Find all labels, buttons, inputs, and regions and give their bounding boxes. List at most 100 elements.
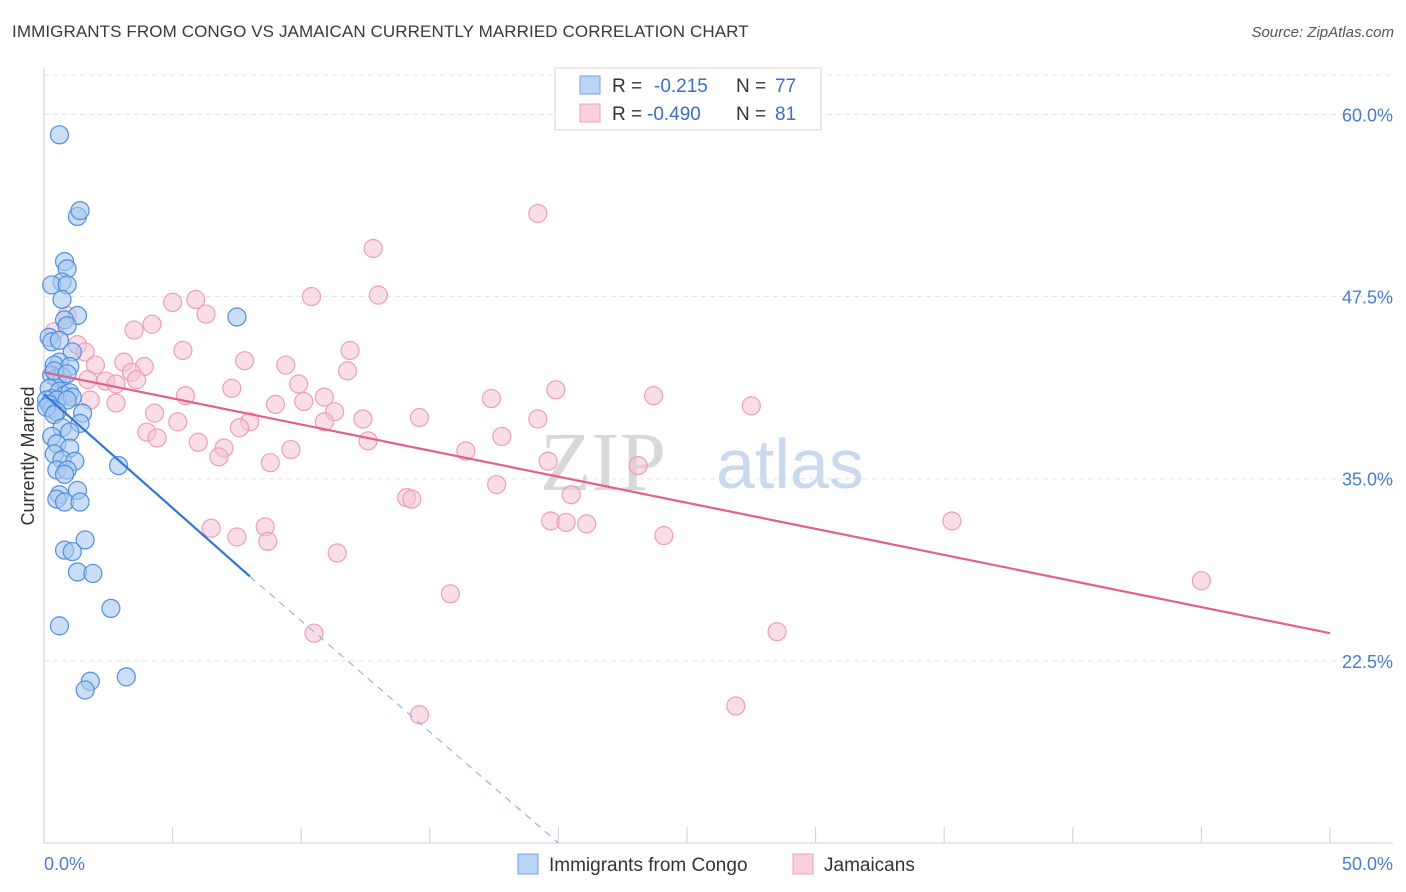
congo-trend-extension <box>249 575 559 844</box>
congo-point <box>54 464 75 484</box>
jamaicans-point <box>301 286 322 307</box>
jamaicans-point <box>358 431 378 451</box>
congo-point <box>70 201 90 221</box>
legend-swatch-congo <box>579 75 601 95</box>
jamaicans-point <box>337 361 358 381</box>
bottom-legend-swatch-congo <box>517 853 539 875</box>
jamaicans-point <box>144 403 165 423</box>
legend-r-label-congo: R = <box>612 76 642 97</box>
jamaicans-point <box>276 355 296 375</box>
jamaicans-trend-line <box>43 371 1331 635</box>
jamaicans-point <box>353 409 373 429</box>
congo-point <box>116 667 136 687</box>
jamaicans-point <box>106 374 126 394</box>
jamaicans-point <box>126 370 147 390</box>
jamaicans-point <box>942 511 962 531</box>
jamaicans-point <box>227 527 247 547</box>
jamaicans-point <box>726 696 746 716</box>
jamaicans-point <box>363 238 383 259</box>
jamaicans-point <box>402 489 422 509</box>
jamaicans-point <box>258 531 278 551</box>
jamaicans-point <box>528 409 548 429</box>
jamaicans-point <box>222 378 242 398</box>
jamaicans-point <box>556 512 576 533</box>
congo-point <box>101 598 121 619</box>
congo-trend-line <box>43 393 251 578</box>
jamaicans-point <box>409 407 430 428</box>
trend-lines <box>43 371 1331 844</box>
legend-n-value-jamaicans: 81 <box>775 104 796 125</box>
jamaicans-point <box>456 441 476 461</box>
jamaicans-point <box>196 304 216 324</box>
legend-box: R = -0.215 N = 77 R = -0.490 N = 81 <box>554 67 822 131</box>
jamaicans-point <box>229 418 250 438</box>
congo-point <box>75 530 95 550</box>
jamaicans-point <box>327 543 347 563</box>
jamaicans-point <box>289 374 309 394</box>
jamaicans-point <box>643 386 664 406</box>
y-axis-title: Currently Married <box>18 386 38 525</box>
legend-r-value-congo: -0.215 <box>654 76 708 97</box>
bottom-legend: Immigrants from Congo Jamaicans <box>517 853 915 876</box>
jamaicans-point <box>528 203 548 224</box>
jamaicans-point <box>168 412 188 432</box>
jamaicans-point <box>173 340 193 361</box>
y-tick-label: 47.5% <box>1342 288 1393 308</box>
jamaicans-point <box>481 388 502 409</box>
jamaicans-point <box>281 439 301 460</box>
congo-point <box>70 492 90 512</box>
watermark: ZIP atlas <box>540 416 864 509</box>
x-tick-max: 50.0% <box>1342 854 1393 874</box>
jamaicans-point <box>314 412 334 432</box>
congo-point <box>75 680 95 700</box>
legend-r-label-jamaicans: R = <box>612 104 642 125</box>
jamaicans-point <box>147 428 167 448</box>
chart-title: IMMIGRANTS FROM CONGO VS JAMAICAN CURREN… <box>12 22 749 41</box>
jamaicans-point <box>741 396 761 416</box>
y-tick-label: 22.5% <box>1342 652 1393 672</box>
congo-points <box>36 125 247 700</box>
jamaicans-point <box>440 584 460 604</box>
x-tick-min: 0.0% <box>44 854 85 874</box>
jamaicans-point <box>304 623 324 643</box>
y-tick-label: 60.0% <box>1342 105 1393 125</box>
legend-n-value-congo: 77 <box>775 76 796 97</box>
jamaicans-point <box>1191 571 1212 591</box>
jamaicans-point <box>561 485 581 505</box>
legend-r-value-jamaicans: -0.490 <box>647 104 701 125</box>
jamaicans-point <box>368 285 388 305</box>
bottom-legend-swatch-jamaicans <box>792 853 814 875</box>
bottom-legend-label-congo: Immigrants from Congo <box>549 855 748 876</box>
congo-point <box>57 364 77 384</box>
congo-point <box>52 289 72 310</box>
jamaicans-point <box>186 289 206 310</box>
jamaicans-point <box>209 447 229 467</box>
congo-point <box>62 541 82 562</box>
jamaicans-point <box>163 292 183 312</box>
jamaicans-point <box>492 426 512 447</box>
y-tick-labels: 22.5% 35.0% 47.5% 60.0% <box>1342 105 1393 671</box>
legend-n-label-jamaicans: N = <box>736 104 766 125</box>
axes <box>43 68 1393 844</box>
congo-point <box>227 307 247 327</box>
jamaicans-point <box>260 453 280 473</box>
bottom-legend-label-jamaicans: Jamaicans <box>824 855 915 876</box>
jamaicans-point <box>314 387 334 407</box>
congo-point <box>49 125 70 145</box>
jamaicans-point <box>538 451 558 471</box>
congo-point <box>108 456 129 476</box>
jamaicans-point <box>188 432 208 452</box>
jamaicans-point <box>294 391 314 412</box>
jamaicans-point <box>767 622 787 642</box>
jamaicans-point <box>577 514 597 534</box>
x-tick-labels: 0.0% 50.0% <box>44 854 1393 874</box>
jamaicans-point <box>235 351 255 371</box>
jamaicans-point <box>106 393 126 413</box>
jamaicans-point <box>628 456 648 476</box>
jamaicans-point <box>142 314 162 334</box>
jamaicans-point <box>124 320 144 340</box>
jamaicans-point <box>201 518 221 538</box>
jamaicans-point <box>654 525 674 546</box>
watermark-atlas: atlas <box>716 425 864 503</box>
